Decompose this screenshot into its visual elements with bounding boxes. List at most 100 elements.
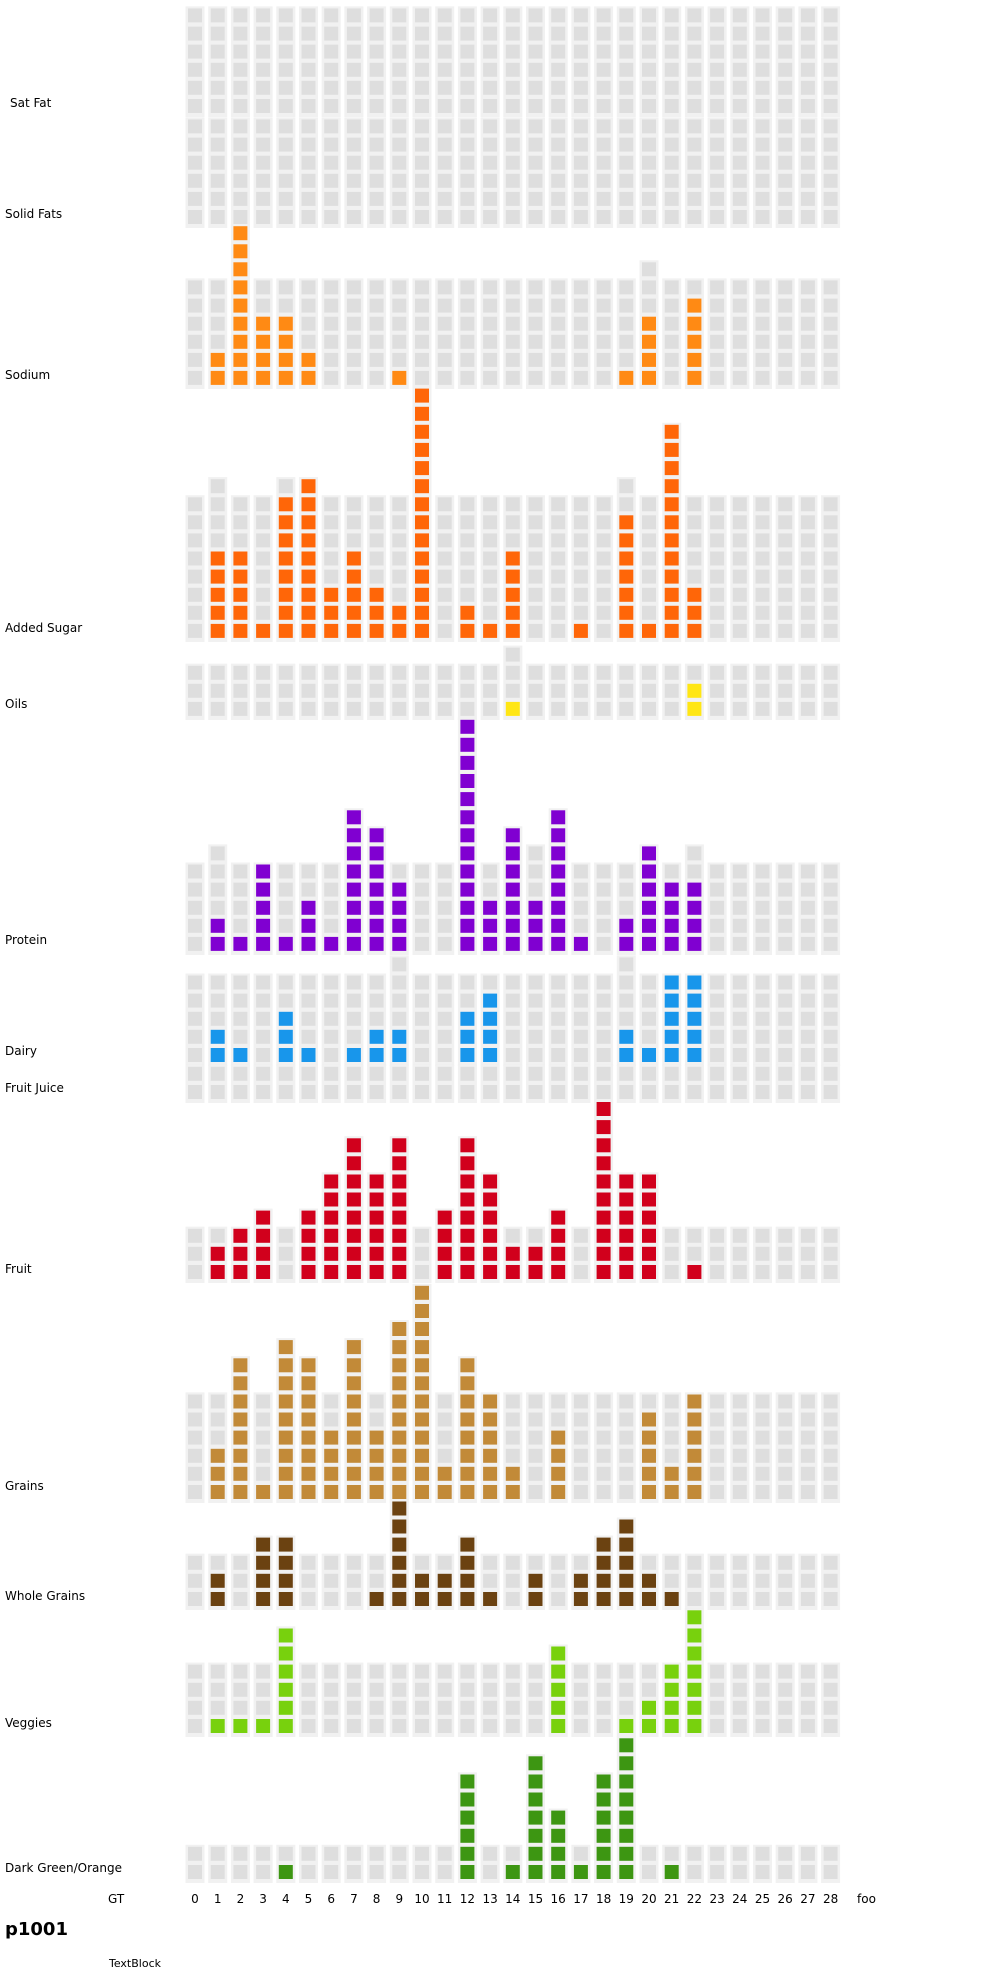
- filled-cell: [619, 1792, 634, 1807]
- empty-cell: [415, 1682, 429, 1697]
- x-tick-label: 28: [823, 1892, 838, 1906]
- empty-cell: [210, 280, 225, 295]
- filled-cell: [301, 551, 316, 566]
- empty-cell: [210, 1700, 225, 1715]
- empty-cell: [460, 665, 475, 680]
- empty-cell: [460, 1066, 475, 1081]
- empty-cell: [573, 551, 588, 566]
- empty-cell: [256, 515, 271, 530]
- empty-cell: [687, 1865, 702, 1879]
- empty-cell: [505, 1682, 520, 1697]
- empty-cell: [188, 334, 202, 349]
- x-tick-label: 10: [414, 1892, 429, 1906]
- empty-cell: [210, 900, 225, 915]
- column-strip: [389, 1662, 409, 1737]
- filled-cell: [596, 1592, 611, 1606]
- empty-cell: [778, 137, 793, 152]
- filled-cell: [483, 900, 498, 915]
- empty-cell: [800, 1700, 815, 1715]
- empty-cell: [369, 210, 384, 224]
- empty-cell: [732, 1246, 747, 1261]
- filled-cell: [619, 1573, 634, 1588]
- filled-cell: [596, 1210, 611, 1225]
- empty-cell: [415, 1066, 429, 1081]
- empty-cell: [233, 533, 248, 548]
- empty-cell: [324, 918, 339, 933]
- empty-cell: [392, 316, 407, 331]
- empty-cell: [415, 701, 429, 716]
- empty-cell: [233, 62, 248, 77]
- empty-cell: [460, 99, 475, 113]
- empty-cell: [732, 1466, 747, 1481]
- empty-cell: [596, 1682, 611, 1697]
- empty-cell: [755, 864, 770, 879]
- empty-cell: [755, 137, 770, 152]
- empty-cell: [732, 864, 747, 879]
- empty-cell: [778, 1029, 793, 1044]
- empty-cell: [800, 1029, 815, 1044]
- empty-cell: [210, 80, 225, 95]
- x-tick-label: 14: [505, 1892, 520, 1906]
- empty-cell: [778, 8, 793, 23]
- empty-cell: [346, 26, 361, 41]
- empty-cell: [823, 1048, 838, 1062]
- empty-cell: [710, 1246, 725, 1261]
- row-label: Dark Green/Orange: [5, 1861, 122, 1875]
- empty-cell: [551, 587, 566, 602]
- empty-cell: [460, 352, 475, 367]
- empty-cell: [755, 1485, 770, 1499]
- filled-cell: [687, 1430, 702, 1445]
- empty-cell: [551, 1029, 566, 1044]
- filled-cell: [256, 316, 271, 331]
- empty-cell: [415, 1029, 429, 1044]
- empty-cell: [256, 280, 271, 295]
- filled-cell: [642, 846, 656, 861]
- empty-cell: [778, 569, 793, 584]
- empty-cell: [664, 334, 679, 349]
- empty-cell: [460, 533, 475, 548]
- filled-cell: [256, 1573, 271, 1588]
- empty-cell: [301, 1719, 316, 1733]
- empty-cell: [596, 683, 611, 698]
- filled-cell: [278, 1646, 293, 1661]
- empty-cell: [778, 44, 793, 59]
- empty-cell: [664, 1265, 679, 1279]
- empty-cell: [573, 1700, 588, 1715]
- filled-cell: [324, 623, 339, 638]
- filled-cell: [346, 1430, 361, 1445]
- empty-cell: [324, 119, 339, 134]
- empty-cell: [551, 210, 566, 224]
- empty-cell: [415, 1085, 429, 1099]
- filled-cell: [460, 1537, 475, 1552]
- empty-cell: [324, 533, 339, 548]
- row-dairy: Dairy: [5, 955, 841, 1066]
- empty-cell: [755, 1846, 770, 1861]
- empty-cell: [210, 1228, 225, 1243]
- empty-cell: [755, 1555, 770, 1570]
- empty-cell: [233, 918, 248, 933]
- empty-cell: [619, 900, 634, 915]
- empty-cell: [369, 1719, 384, 1733]
- empty-cell: [800, 683, 815, 698]
- empty-cell: [460, 701, 475, 716]
- empty-cell: [210, 846, 225, 861]
- filled-cell: [664, 1700, 679, 1715]
- filled-cell: [233, 226, 248, 241]
- column-strip: [412, 1283, 432, 1503]
- empty-cell: [642, 155, 656, 170]
- filled-cell: [392, 1537, 407, 1552]
- filled-cell: [664, 515, 679, 530]
- empty-cell: [664, 44, 679, 59]
- empty-cell: [800, 1485, 815, 1499]
- empty-cell: [256, 155, 271, 170]
- filled-cell: [528, 1265, 543, 1279]
- empty-cell: [278, 1846, 293, 1861]
- empty-cell: [346, 701, 361, 716]
- filled-cell: [415, 605, 429, 620]
- filled-cell: [596, 1120, 611, 1135]
- empty-cell: [573, 975, 588, 990]
- empty-cell: [392, 1682, 407, 1697]
- filled-cell: [664, 882, 679, 897]
- filled-cell: [346, 1246, 361, 1261]
- empty-cell: [596, 1394, 611, 1409]
